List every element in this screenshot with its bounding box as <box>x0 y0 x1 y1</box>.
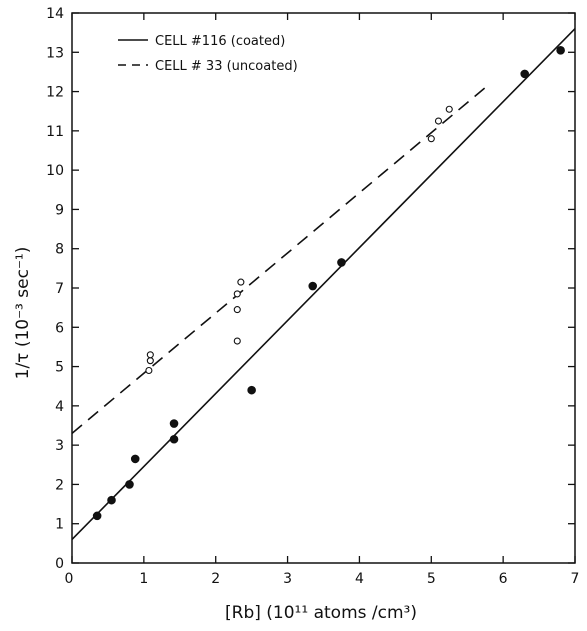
data-point-series-1 <box>169 419 179 428</box>
data-point-series-1 <box>308 281 318 291</box>
data-point-series-1 <box>169 434 179 444</box>
data-points <box>92 46 565 521</box>
data-point-series-1 <box>130 454 140 464</box>
data-point-series-2 <box>427 135 435 143</box>
y-tick-label: 8 <box>55 242 64 258</box>
data-point-series-1 <box>107 495 116 505</box>
fit-line-2 <box>71 87 486 434</box>
legend-label-2: CELL # 33 (uncoated) <box>155 59 298 74</box>
y-tick-label: 9 <box>55 202 64 218</box>
data-point-series-1 <box>92 511 102 521</box>
data-point-series-1 <box>520 69 530 79</box>
y-tick-label: 5 <box>55 360 64 376</box>
data-point-series-1 <box>556 46 565 55</box>
x-tick-label: 7 <box>571 571 580 587</box>
data-point-series-2 <box>237 278 245 286</box>
y-tick-label: 2 <box>55 477 64 493</box>
data-point-series-2 <box>445 105 453 113</box>
plot-border <box>71 12 576 564</box>
legend-label-1: CELL #116 (coated) <box>155 34 285 49</box>
x-tick-label: 2 <box>211 571 220 587</box>
data-point-series-2 <box>434 117 443 125</box>
y-tick-label: 7 <box>55 281 64 297</box>
fit-lines <box>71 28 576 540</box>
data-point-series-1 <box>337 258 346 267</box>
y-tick-label: 12 <box>46 85 64 101</box>
x-tick-label: 3 <box>283 571 292 587</box>
x-tick-label: 5 <box>427 571 436 587</box>
data-point-series-2 <box>233 290 241 298</box>
y-tick-label: 3 <box>55 438 64 454</box>
y-tick-label: 4 <box>55 399 64 415</box>
plot-frame <box>71 12 576 564</box>
y-tick-label: 14 <box>46 6 64 22</box>
data-point-series-2 <box>146 357 154 365</box>
data-point-series-2 <box>146 351 154 359</box>
x-axis-label: [Rb] (10¹¹ atoms /cm³) <box>225 603 417 623</box>
data-point-series-1 <box>125 480 134 489</box>
y-tick-label: 1 <box>55 517 64 533</box>
legend: CELL #116 (coated) CELL # 33 (uncoated) <box>118 34 298 74</box>
y-tick-label: 0 <box>55 556 64 572</box>
y-tick-label: 6 <box>55 320 64 336</box>
x-tick-label: 0 <box>65 571 74 587</box>
data-point-series-2 <box>233 306 241 314</box>
y-tick-label: 13 <box>46 45 64 61</box>
data-point-series-2 <box>233 337 241 345</box>
fit-line-1 <box>71 28 576 540</box>
x-tick-label: 6 <box>499 571 508 587</box>
x-tick-label: 1 <box>139 571 148 587</box>
y-tick-label: 10 <box>46 163 64 179</box>
data-point-series-1 <box>247 385 256 395</box>
x-tick-label: 4 <box>355 571 364 587</box>
y-tick-label: 11 <box>46 124 64 140</box>
data-point-series-2 <box>145 366 153 375</box>
y-axis-label: 1/τ (10⁻³ sec⁻¹) <box>13 247 33 380</box>
